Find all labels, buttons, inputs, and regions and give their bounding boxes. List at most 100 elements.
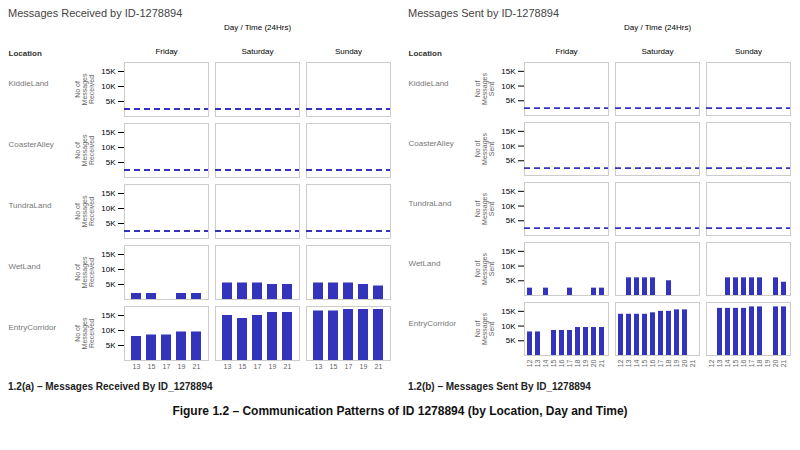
- svg-text:5K: 5K: [506, 336, 516, 345]
- svg-text:15K: 15K: [101, 311, 116, 320]
- svg-text:10K: 10K: [101, 82, 116, 91]
- svg-text:No ofMessagesReceived: No ofMessagesReceived: [74, 73, 95, 105]
- svg-text:WetLand: WetLand: [409, 259, 441, 268]
- svg-text:16: 16: [740, 359, 747, 367]
- svg-text:15K: 15K: [501, 127, 516, 136]
- svg-text:15K: 15K: [101, 250, 116, 259]
- svg-text:14: 14: [542, 359, 549, 367]
- svg-text:5K: 5K: [506, 276, 516, 285]
- svg-text:15K: 15K: [501, 307, 516, 316]
- svg-text:10K: 10K: [501, 202, 516, 211]
- svg-text:16: 16: [649, 359, 656, 367]
- svg-text:12: 12: [526, 359, 533, 367]
- svg-text:13: 13: [224, 363, 232, 370]
- svg-text:17: 17: [657, 359, 664, 367]
- svg-text:21: 21: [689, 359, 696, 367]
- svg-text:15: 15: [550, 359, 557, 367]
- svg-text:15: 15: [239, 363, 247, 370]
- svg-text:17: 17: [748, 359, 755, 367]
- svg-text:No ofMessagesReceived: No ofMessagesReceived: [74, 134, 95, 166]
- svg-text:No ofMessagesSent: No ofMessagesSent: [474, 73, 495, 105]
- svg-text:Sunday: Sunday: [335, 47, 362, 56]
- svg-text:17: 17: [254, 363, 262, 370]
- svg-text:No ofMessagesReceived: No ofMessagesReceived: [74, 195, 95, 227]
- svg-text:No ofMessagesSent: No ofMessagesSent: [474, 133, 495, 165]
- svg-text:10K: 10K: [101, 326, 116, 335]
- svg-text:21: 21: [375, 363, 383, 370]
- svg-text:5K: 5K: [106, 280, 116, 289]
- svg-text:21: 21: [284, 363, 292, 370]
- svg-text:No ofMessagesSent: No ofMessagesSent: [474, 313, 495, 345]
- svg-text:TundraLand: TundraLand: [409, 199, 452, 208]
- svg-text:18: 18: [665, 359, 672, 367]
- svg-text:WetLand: WetLand: [9, 262, 41, 271]
- svg-text:13: 13: [716, 359, 723, 367]
- svg-text:15: 15: [641, 359, 648, 367]
- svg-text:20: 20: [590, 359, 597, 367]
- svg-text:15K: 15K: [101, 128, 116, 137]
- svg-text:12: 12: [708, 359, 715, 367]
- svg-text:13: 13: [133, 363, 141, 370]
- svg-text:13: 13: [625, 359, 632, 367]
- svg-text:No ofMessagesReceived: No ofMessagesReceived: [74, 256, 95, 288]
- svg-text:14: 14: [633, 359, 640, 367]
- svg-text:CoasterAlley: CoasterAlley: [409, 139, 454, 148]
- svg-text:Saturday: Saturday: [641, 47, 673, 56]
- svg-text:TundraLand: TundraLand: [9, 201, 52, 210]
- svg-text:10K: 10K: [501, 142, 516, 151]
- svg-text:17: 17: [163, 363, 171, 370]
- svg-text:5K: 5K: [506, 96, 516, 105]
- svg-text:KiddieLand: KiddieLand: [409, 79, 449, 88]
- svg-text:13: 13: [534, 359, 541, 367]
- svg-text:Friday: Friday: [155, 47, 177, 56]
- svg-text:5K: 5K: [106, 97, 116, 106]
- svg-text:CoasterAlley: CoasterAlley: [9, 140, 54, 149]
- svg-text:5K: 5K: [106, 219, 116, 228]
- svg-text:19: 19: [269, 363, 277, 370]
- svg-text:No ofMessagesSent: No ofMessagesSent: [474, 253, 495, 285]
- svg-text:16: 16: [558, 359, 565, 367]
- svg-text:No ofMessagesSent: No ofMessagesSent: [474, 193, 495, 225]
- svg-text:20: 20: [772, 359, 779, 367]
- svg-text:12: 12: [617, 359, 624, 367]
- svg-text:19: 19: [764, 359, 771, 367]
- svg-text:Location: Location: [409, 49, 442, 58]
- svg-text:15K: 15K: [101, 189, 116, 198]
- svg-text:EntryCorridor: EntryCorridor: [409, 319, 457, 328]
- svg-text:13: 13: [315, 363, 323, 370]
- svg-text:21: 21: [193, 363, 201, 370]
- svg-text:15K: 15K: [501, 187, 516, 196]
- svg-text:20: 20: [681, 359, 688, 367]
- svg-text:19: 19: [673, 359, 680, 367]
- svg-text:5K: 5K: [506, 216, 516, 225]
- svg-text:EntryCorridor: EntryCorridor: [9, 323, 57, 332]
- svg-text:19: 19: [582, 359, 589, 367]
- svg-text:15: 15: [330, 363, 338, 370]
- svg-text:5K: 5K: [106, 158, 116, 167]
- svg-text:14: 14: [724, 359, 731, 367]
- svg-text:10K: 10K: [501, 82, 516, 91]
- svg-text:15K: 15K: [501, 67, 516, 76]
- svg-text:17: 17: [566, 359, 573, 367]
- svg-text:19: 19: [178, 363, 186, 370]
- svg-text:Day / Time (24Hrs): Day / Time (24Hrs): [624, 23, 691, 32]
- svg-text:18: 18: [756, 359, 763, 367]
- svg-text:10K: 10K: [101, 143, 116, 152]
- svg-text:17: 17: [345, 363, 353, 370]
- svg-text:No ofMessagesReceived: No ofMessagesReceived: [74, 317, 95, 349]
- svg-text:Location: Location: [9, 49, 42, 58]
- svg-text:18: 18: [574, 359, 581, 367]
- svg-text:5K: 5K: [506, 156, 516, 165]
- svg-text:Day / Time (24Hrs): Day / Time (24Hrs): [224, 23, 291, 32]
- svg-text:10K: 10K: [101, 204, 116, 213]
- svg-text:10K: 10K: [501, 262, 516, 271]
- svg-text:15K: 15K: [501, 247, 516, 256]
- svg-text:21: 21: [780, 359, 787, 367]
- svg-text:Sunday: Sunday: [735, 47, 762, 56]
- svg-text:10K: 10K: [501, 322, 516, 331]
- svg-text:15: 15: [732, 359, 739, 367]
- svg-text:5K: 5K: [106, 341, 116, 350]
- svg-text:15K: 15K: [101, 67, 116, 76]
- svg-text:19: 19: [360, 363, 368, 370]
- svg-text:15: 15: [148, 363, 156, 370]
